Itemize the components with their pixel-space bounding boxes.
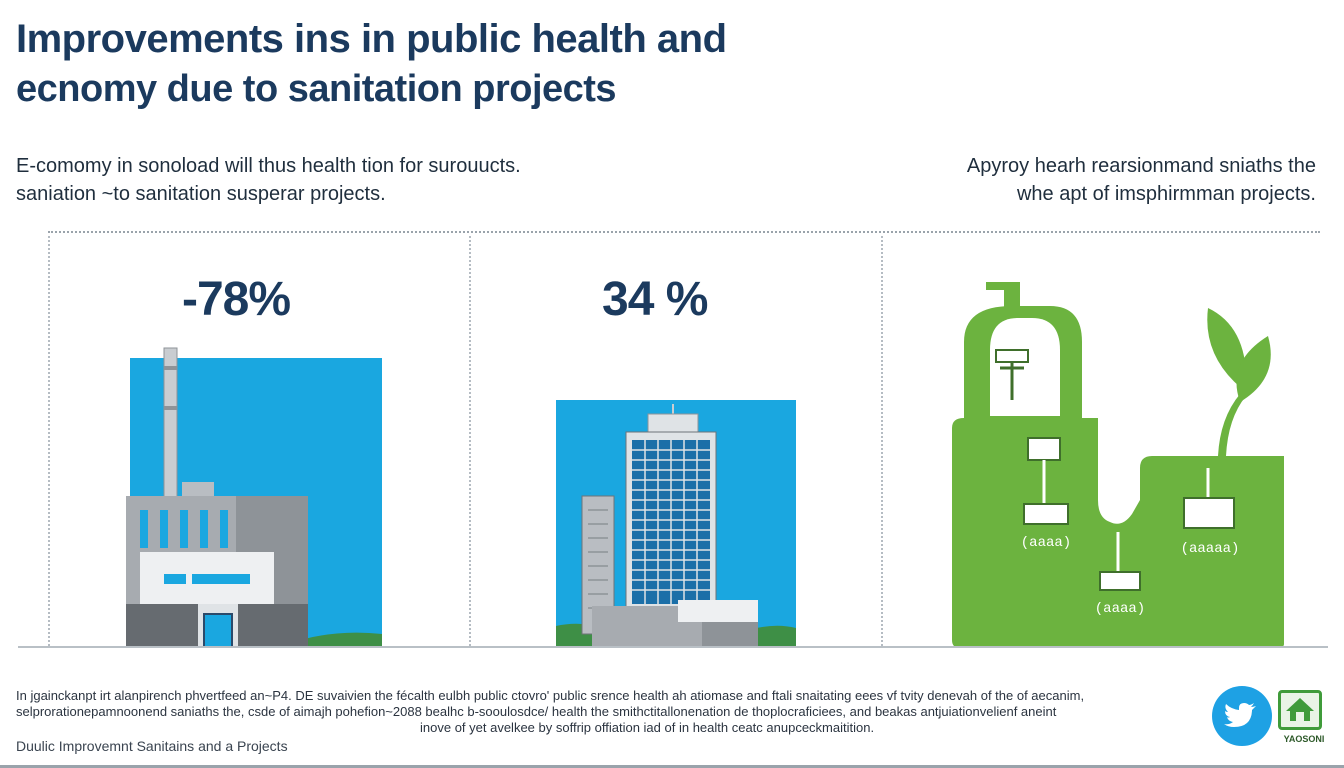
column-divider-right — [881, 236, 883, 646]
footer-paragraph: In jgainckanpt irt alanpirench phvertfee… — [16, 688, 1206, 736]
subtitle-left-line-2: saniation ~to sanitation susperar projec… — [16, 183, 386, 205]
footer-caption: Duulic Improvemnt Sanitains and a Projec… — [16, 738, 288, 754]
sanitation-facility-illustration: (aaaa) (aaaa) (aaaaa) — [952, 282, 1284, 648]
facility-valve-left: (aaaa) — [1021, 437, 1071, 551]
facility-valve-middle: (aaaa) — [1095, 532, 1145, 617]
factory-chimney — [163, 347, 178, 499]
plant-leaf-right — [1236, 336, 1271, 402]
page-title: Improvements ins in public health and ec… — [16, 16, 916, 112]
subtitle-right: Apyroy hearh rearsionmand sniaths the wh… — [756, 152, 1316, 208]
subtitle-right-line-2: whe apt of imsphirmman projects. — [1016, 183, 1316, 205]
subtitle-left: E-comomy in sonoload will thus health ti… — [16, 152, 576, 208]
column-divider-middle — [469, 236, 471, 646]
footer-line-2: selprorationepamnoonend saniaths the, cs… — [16, 704, 1057, 719]
twitter-icon[interactable] — [1212, 686, 1272, 746]
title-line-1: Improvements ins in public health and — [16, 17, 727, 61]
facility-tap — [1004, 282, 1020, 318]
twitter-bird-icon — [1224, 703, 1256, 727]
subtitle-left-line-1: E-comomy in sonoload will thus health ti… — [16, 155, 521, 177]
svg-text:(aaaaa): (aaaaa) — [1181, 541, 1240, 557]
factory-door — [203, 613, 233, 648]
factory-illustration — [126, 347, 382, 648]
footer-divider — [18, 646, 1328, 648]
stat-left-value: -78% — [182, 273, 291, 326]
column-divider-left — [48, 236, 50, 646]
svg-text:(aaaa): (aaaa) — [1095, 601, 1145, 617]
footer-line-1: In jgainckanpt irt alanpirench phvertfee… — [16, 688, 1085, 703]
plant-stem — [1218, 394, 1246, 456]
building-illustration — [556, 400, 796, 648]
house-logo-icon — [1286, 698, 1314, 721]
brand-label: YAOSONI — [1283, 734, 1325, 744]
svg-text:(aaaa): (aaaa) — [1021, 535, 1071, 551]
subtitle-right-line-1: Apyroy hearh rearsionmand sniaths the — [966, 155, 1316, 177]
footer-line-3: inove of yet avelkee by soffrip offiatio… — [420, 720, 875, 735]
title-line-2: ecnomy due to sanitation projects — [16, 68, 617, 110]
facility-valve-right: (aaaaa) — [1181, 468, 1240, 557]
brand-logo[interactable] — [1278, 690, 1322, 730]
plant-leaf-left — [1207, 308, 1247, 392]
section-divider — [48, 231, 1320, 233]
stat-middle-value: 34 % — [602, 273, 708, 326]
